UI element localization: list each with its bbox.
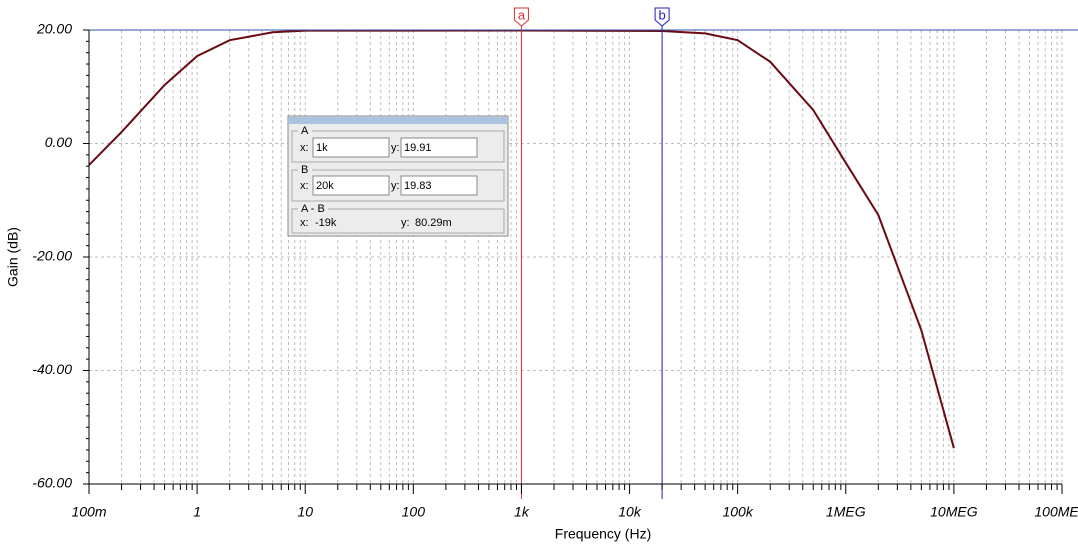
group-title: A [301,125,309,137]
y-tick-label: -60.00 [32,475,72,491]
field-value: 19.83 [404,180,432,192]
input-box[interactable] [400,137,478,158]
field-label: y: [391,180,400,192]
field-value: 80.29m [415,217,452,229]
cursor-label: a [518,7,526,22]
grid-layer [88,29,1063,485]
x-tick-label: 1 [193,504,201,520]
group-title-bg [298,165,312,175]
y-tick-label: 20.00 [36,21,72,37]
input-box[interactable] [400,175,478,196]
cursor-flag [654,7,670,27]
group-title: B [301,164,308,176]
group-title-bg [298,126,312,136]
y-tick-label: 0.00 [45,134,72,150]
x-tick-label: 100m [71,504,106,520]
cursor-label: b [658,7,665,22]
group-title-bg [298,204,328,214]
input-box[interactable] [312,137,390,158]
field-value: 1k [316,142,328,154]
y-axis-label: Gain (dB) [5,227,21,287]
x-axis-label: Frequency (Hz) [555,526,651,542]
field-value: 20k [316,180,334,192]
axis-layer: 100m 1 10 100 1k 10k 100k 1MEG 10MEG 100MEG -60.00… [32,21,1078,520]
input-box[interactable] [312,175,390,196]
readout-titlebar [289,117,507,124]
field-value: -19k [315,217,337,229]
field-label: y: [391,142,400,154]
group-title: A - B [301,203,325,215]
field-label: x: [300,217,309,229]
x-tick-label: 100MEG [1034,504,1078,520]
field-label: x: [300,180,309,192]
x-tick-label: 10k [618,504,642,520]
x-tick-label: 1MEG [826,504,866,520]
x-tick-label: 100 [402,504,426,520]
x-tick-label: 10MEG [930,504,978,520]
y-tick-label: -40.00 [32,361,72,377]
cursor-flag [513,7,529,27]
x-tick-label: 10 [297,504,313,520]
y-tick-label: -20.00 [32,248,72,264]
field-label: x: [300,142,309,154]
x-tick-label: 1k [514,504,530,520]
field-value: 19.91 [404,142,432,154]
x-tick-label: 100k [722,504,753,520]
group-box [291,208,505,234]
group-box [291,130,505,163]
group-box [291,169,505,202]
field-label: y: [401,217,410,229]
cursor-readout[interactable]: A x: 1k y: 19.91 B x: 20k y: 19.83 A - B… [287,115,509,237]
